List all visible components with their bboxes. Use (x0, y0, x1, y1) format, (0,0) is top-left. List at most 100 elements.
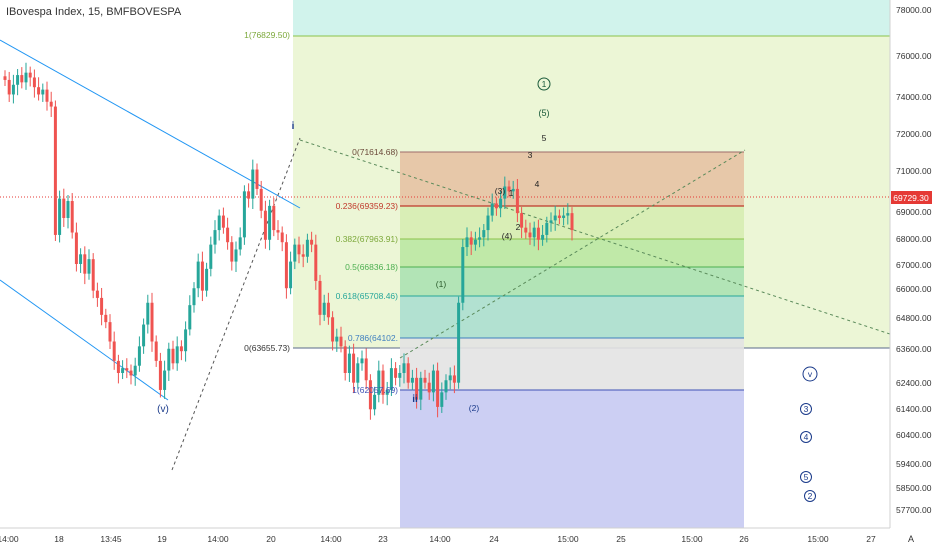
time-tick-label: 27 (866, 534, 876, 544)
candle-body (272, 205, 276, 231)
candle-body (83, 254, 87, 274)
candle-body (427, 382, 431, 393)
candle-body (444, 380, 448, 393)
candle-body (41, 89, 45, 95)
candle-body (179, 346, 183, 352)
time-axis[interactable]: 14:00 18 13:45 19 14:00 20 14:00 23 14:00 24 15:00… (0, 527, 932, 550)
candle-body (507, 186, 511, 192)
candle-body (368, 380, 372, 410)
circled-label-v: v (808, 369, 813, 379)
candle-body (91, 259, 95, 291)
candle-body (217, 215, 221, 231)
candle-body (28, 72, 32, 78)
candle-body (188, 305, 192, 330)
candle-body (482, 230, 486, 238)
wave-label-3-paren: (3) (495, 186, 506, 196)
circled-label-3: 3 (804, 404, 809, 414)
fib-label-0382: 0.382(67963.91) (336, 234, 399, 244)
candle-body (381, 370, 385, 395)
candle-body (175, 346, 179, 364)
candle-body (532, 227, 536, 238)
candle-body (79, 254, 83, 264)
candle-body (104, 314, 108, 323)
wave-label-sub-4: 4 (535, 179, 540, 189)
candle-body (377, 370, 381, 395)
candle-body (301, 254, 305, 257)
price-tick-label: 60400.00 (896, 430, 932, 440)
wave-label-2-paren: (2) (469, 403, 480, 413)
time-tick-label: 15:00 (681, 534, 703, 544)
price-tick-label: 67000.00 (896, 260, 932, 270)
candle-body (66, 201, 70, 218)
candle-body (314, 244, 318, 281)
candle-body (566, 213, 570, 216)
candle-body (129, 370, 133, 376)
candle-body (133, 365, 137, 376)
candle-body (150, 302, 154, 342)
candle-body (158, 360, 162, 390)
candle-body (247, 191, 251, 199)
circled-label-2: 2 (808, 491, 813, 501)
candle-body (511, 188, 515, 192)
time-tick-label: 13:45 (100, 534, 122, 544)
candle-body (469, 237, 473, 245)
candle-body (465, 237, 469, 248)
time-tick-label: 19 (157, 534, 167, 544)
candle-body (549, 220, 553, 223)
candle-body (335, 336, 339, 342)
candle-body (440, 392, 444, 407)
auto-scale-button[interactable]: A (908, 534, 914, 544)
price-tick-label: 74000.00 (896, 92, 932, 102)
candle-body (116, 360, 120, 373)
candle-body (494, 203, 498, 209)
candle-body (310, 239, 314, 245)
candle-body (415, 377, 419, 400)
candle-body (251, 169, 255, 199)
price-tick-label: 78000.00 (896, 5, 932, 15)
price-tick-label: 62400.00 (896, 378, 932, 388)
candle-body (452, 375, 456, 383)
candle-body (478, 237, 482, 240)
candle-body (221, 215, 225, 228)
candle-body (284, 242, 288, 289)
candle-body (184, 329, 188, 352)
price-tick-label: 63600.00 (896, 344, 932, 354)
candle-body (343, 346, 347, 373)
fib-label-0618: 0.618(65708.46) (336, 291, 399, 301)
candle-body (87, 259, 91, 274)
candle-body (263, 210, 267, 240)
price-axis[interactable]: 78000.00 76000.00 74000.00 72000.00 71000.00… (889, 0, 932, 528)
time-tick-label: 14:00 (207, 534, 229, 544)
candle-body (142, 324, 146, 347)
circled-wave-labels: 1 v 3 4 5 2 (537, 77, 818, 502)
time-tick-label: 18 (54, 534, 64, 544)
fib-label-ext-0: 0(63655.73) (244, 343, 290, 353)
price-tick-label: 59400.00 (896, 459, 932, 469)
candle-body (3, 76, 7, 80)
candle-body (49, 101, 53, 107)
wave-label-v-paren: (v) (157, 404, 169, 415)
candle-body (297, 244, 301, 255)
candle-body (398, 372, 402, 378)
price-tick-label: 57700.00 (896, 505, 932, 515)
candle-body (536, 227, 540, 240)
price-tick-label: 76000.00 (896, 51, 932, 61)
wave-label-ii: ii (412, 394, 418, 405)
fib-label-1: 1(62057.69) (352, 385, 398, 395)
time-tick-label: 15:00 (807, 534, 829, 544)
fib-label-0786: 0.786(64102. (348, 333, 398, 343)
candle-body (347, 353, 351, 373)
time-tick-label: 20 (266, 534, 276, 544)
candle-body (473, 239, 477, 245)
candle-body (486, 215, 490, 231)
candle-body (293, 244, 297, 262)
candle-body (242, 191, 246, 238)
candle-body (196, 261, 200, 289)
price-tick-label: 72000.00 (896, 129, 932, 139)
circled-label-4: 4 (804, 432, 809, 442)
candle-body (20, 75, 24, 83)
candle-body (448, 375, 452, 381)
candle-body (32, 77, 36, 88)
candle-body (154, 341, 158, 361)
